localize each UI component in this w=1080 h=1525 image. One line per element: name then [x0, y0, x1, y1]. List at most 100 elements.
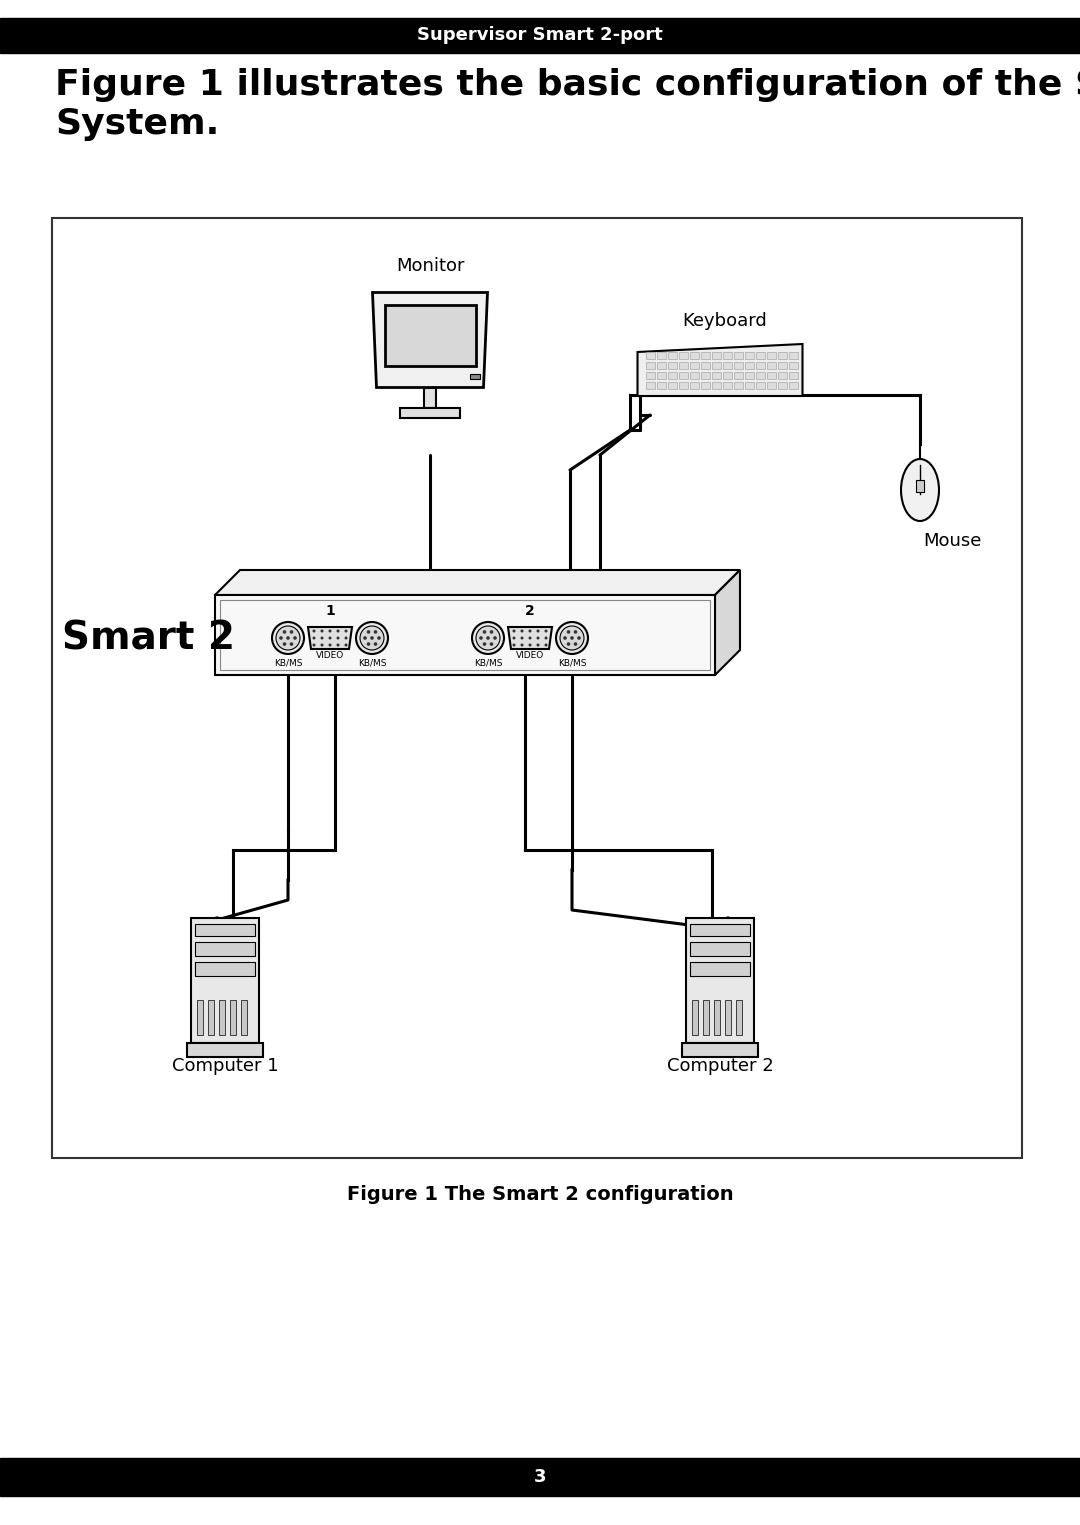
Circle shape [283, 630, 286, 634]
Circle shape [528, 644, 531, 647]
Circle shape [537, 630, 540, 633]
Bar [220, 599, 710, 669]
Circle shape [528, 630, 531, 633]
Circle shape [573, 630, 578, 634]
Circle shape [328, 636, 332, 639]
Bar [733, 352, 743, 358]
Circle shape [567, 630, 570, 634]
Circle shape [367, 630, 370, 634]
Bar [678, 381, 688, 389]
Bar [723, 361, 731, 369]
Bar [744, 381, 754, 389]
Circle shape [494, 636, 497, 640]
Circle shape [537, 636, 540, 639]
Bar [723, 372, 731, 380]
Circle shape [312, 630, 315, 633]
Bar [778, 372, 786, 380]
Bar [756, 381, 765, 389]
Bar [712, 361, 720, 369]
Circle shape [528, 636, 531, 639]
Bar [230, 999, 237, 1034]
Bar [689, 352, 699, 358]
Bar [0, 1458, 1080, 1496]
Bar [788, 361, 797, 369]
Bar [646, 352, 654, 358]
Bar [657, 352, 665, 358]
Bar [678, 361, 688, 369]
Bar [712, 352, 720, 358]
Bar [424, 387, 436, 407]
Bar [733, 372, 743, 380]
Circle shape [272, 622, 303, 654]
Text: 2: 2 [525, 604, 535, 618]
Bar [756, 352, 765, 358]
Bar [0, 18, 1080, 53]
Circle shape [489, 630, 494, 634]
Circle shape [345, 636, 348, 639]
Circle shape [360, 625, 384, 650]
Bar [690, 924, 750, 935]
Circle shape [573, 642, 578, 647]
Text: Keyboard: Keyboard [683, 313, 768, 329]
Bar [744, 352, 754, 358]
Circle shape [367, 642, 370, 647]
Bar [692, 999, 698, 1034]
Bar [916, 480, 924, 493]
Text: Mouse: Mouse [923, 532, 982, 551]
Text: Computer 1: Computer 1 [172, 1057, 279, 1075]
Bar [400, 407, 460, 418]
Circle shape [356, 622, 388, 654]
Text: KB/MS: KB/MS [357, 657, 387, 666]
Bar [767, 361, 775, 369]
Circle shape [476, 625, 500, 650]
Polygon shape [637, 345, 802, 397]
Bar [646, 361, 654, 369]
Circle shape [289, 630, 294, 634]
Bar [667, 352, 676, 358]
Bar [778, 381, 786, 389]
Bar [470, 374, 480, 378]
Bar [733, 381, 743, 389]
Bar [735, 999, 742, 1034]
Bar [191, 918, 259, 1043]
Circle shape [483, 642, 486, 647]
Circle shape [312, 636, 315, 639]
Bar [689, 372, 699, 380]
Circle shape [577, 636, 581, 640]
Circle shape [513, 644, 515, 647]
Bar [701, 361, 710, 369]
Polygon shape [508, 627, 552, 650]
Polygon shape [308, 627, 352, 650]
Circle shape [283, 642, 286, 647]
Bar [195, 941, 255, 956]
Polygon shape [715, 570, 740, 676]
Circle shape [280, 636, 283, 640]
Bar [701, 372, 710, 380]
Bar [701, 381, 710, 389]
Bar [767, 381, 775, 389]
Circle shape [321, 630, 324, 633]
Bar [778, 361, 786, 369]
Bar [714, 999, 720, 1034]
Bar [241, 999, 247, 1034]
Text: KB/MS: KB/MS [557, 657, 586, 666]
Circle shape [374, 642, 377, 647]
Circle shape [567, 642, 570, 647]
Ellipse shape [901, 459, 939, 522]
Text: 1: 1 [325, 604, 335, 618]
Bar [646, 381, 654, 389]
Bar [689, 381, 699, 389]
Bar [690, 961, 750, 976]
Bar [723, 352, 731, 358]
Bar [733, 361, 743, 369]
Bar [690, 941, 750, 956]
Bar [725, 999, 731, 1034]
Bar [744, 361, 754, 369]
Bar [215, 595, 715, 676]
Circle shape [489, 642, 494, 647]
Text: Figure 1 The Smart 2 configuration: Figure 1 The Smart 2 configuration [347, 1185, 733, 1205]
Circle shape [472, 622, 504, 654]
Circle shape [521, 630, 524, 633]
Circle shape [377, 636, 381, 640]
Circle shape [513, 636, 515, 639]
